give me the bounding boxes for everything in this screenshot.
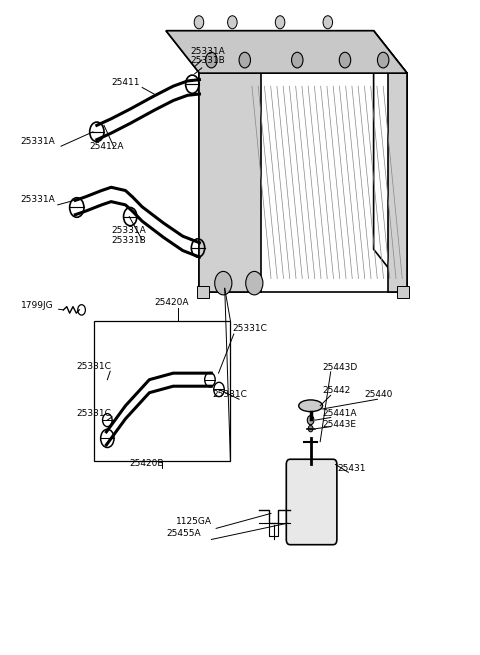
Circle shape xyxy=(339,52,351,68)
Polygon shape xyxy=(388,73,407,291)
Text: 25411: 25411 xyxy=(111,78,140,87)
Text: 25443D: 25443D xyxy=(322,363,357,372)
Circle shape xyxy=(307,415,314,424)
Text: 25420A: 25420A xyxy=(154,297,189,307)
Circle shape xyxy=(291,52,303,68)
Text: 25331A: 25331A xyxy=(111,226,146,235)
Polygon shape xyxy=(166,31,407,73)
Text: 25441A: 25441A xyxy=(322,409,357,417)
Bar xyxy=(397,286,409,298)
Circle shape xyxy=(377,52,389,68)
Text: 25431: 25431 xyxy=(338,464,366,473)
Text: 1125GA: 1125GA xyxy=(176,517,212,527)
Circle shape xyxy=(323,16,333,29)
Bar xyxy=(95,321,230,461)
Ellipse shape xyxy=(299,400,323,411)
Text: 25443E: 25443E xyxy=(322,420,356,428)
Circle shape xyxy=(246,271,263,295)
Circle shape xyxy=(276,16,285,29)
Polygon shape xyxy=(199,73,262,291)
Text: 25412A: 25412A xyxy=(90,142,124,151)
Circle shape xyxy=(215,271,232,295)
Text: 25331C: 25331C xyxy=(232,324,267,333)
Text: 25440: 25440 xyxy=(364,390,393,400)
Text: 25331B: 25331B xyxy=(111,236,146,245)
Text: 25420B: 25420B xyxy=(129,458,164,468)
Text: 1799JG: 1799JG xyxy=(21,301,53,310)
Text: 25331C: 25331C xyxy=(77,362,112,371)
Circle shape xyxy=(228,16,237,29)
Circle shape xyxy=(205,52,217,68)
Text: 25331C: 25331C xyxy=(77,409,112,417)
Text: 25331B: 25331B xyxy=(190,56,225,66)
Circle shape xyxy=(239,52,251,68)
Text: 25331C: 25331C xyxy=(213,390,248,400)
Text: 25331A: 25331A xyxy=(21,137,55,145)
Bar xyxy=(197,286,209,298)
Text: 25455A: 25455A xyxy=(166,529,201,538)
Circle shape xyxy=(194,16,204,29)
FancyBboxPatch shape xyxy=(286,459,337,545)
Text: 25331A: 25331A xyxy=(21,195,55,204)
Circle shape xyxy=(308,425,313,432)
Text: 25331A: 25331A xyxy=(190,47,225,56)
Text: 25442: 25442 xyxy=(322,386,350,396)
